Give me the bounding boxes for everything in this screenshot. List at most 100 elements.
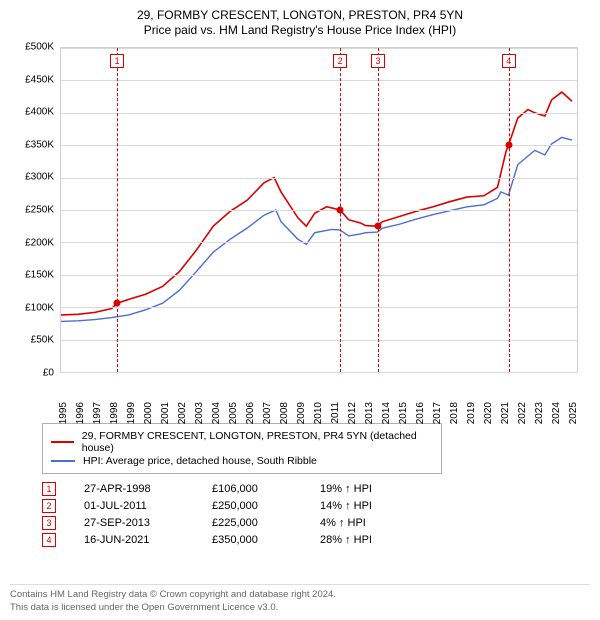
event-date: 27-SEP-2013 [84, 517, 184, 529]
footer-line1: Contains HM Land Registry data © Crown c… [10, 589, 590, 601]
gridline-h [61, 372, 577, 373]
event-vline [117, 48, 118, 372]
y-axis-label: £250K [10, 205, 54, 216]
y-axis-label: £200K [10, 237, 54, 248]
x-axis-label: 2009 [296, 402, 307, 424]
gridline-h [61, 307, 577, 308]
x-axis-label: 2015 [398, 402, 409, 424]
x-axis-label: 2018 [449, 402, 460, 424]
event-date: 27-APR-1998 [84, 483, 184, 495]
y-axis-label: £0 [10, 368, 54, 379]
y-axis-label: £150K [10, 270, 54, 281]
event-marker: 2 [333, 54, 347, 68]
x-axis-label: 2017 [432, 402, 443, 424]
x-axis-label: 2005 [228, 402, 239, 424]
event-dot [375, 223, 382, 230]
x-axis-label: 2008 [279, 402, 290, 424]
x-axis-label: 1999 [126, 402, 137, 424]
event-vline [378, 48, 379, 372]
x-axis-label: 2002 [177, 402, 188, 424]
gridline-h [61, 145, 577, 146]
event-date: 16-JUN-2021 [84, 534, 184, 546]
x-axis-label: 2013 [364, 402, 375, 424]
x-axis-label: 2003 [194, 402, 205, 424]
x-axis-label: 1995 [58, 402, 69, 424]
event-vline [509, 48, 510, 372]
legend-label: 29, FORMBY CRESCENT, LONGTON, PRESTON, P… [82, 430, 433, 454]
x-axis-label: 2011 [330, 402, 341, 424]
event-dot [337, 207, 344, 214]
x-axis-label: 2006 [245, 402, 256, 424]
gridline-h [61, 275, 577, 276]
event-num-box: 1 [42, 482, 56, 496]
plot-region: 1 2 3 4 [60, 47, 578, 373]
event-marker: 1 [110, 54, 124, 68]
event-table-row: 1 27-APR-1998 £106,000 19% ↑ HPI [42, 482, 590, 496]
event-table-row: 2 01-JUL-2011 £250,000 14% ↑ HPI [42, 499, 590, 513]
x-axis-label: 2020 [483, 402, 494, 424]
event-num-box: 4 [42, 533, 56, 547]
gridline-h [61, 48, 577, 49]
gridline-h [61, 113, 577, 114]
event-marker: 4 [502, 54, 516, 68]
chart-title-line2: Price paid vs. HM Land Registry's House … [10, 23, 590, 37]
x-axis-label: 2000 [143, 402, 154, 424]
event-marker: 3 [371, 54, 385, 68]
x-axis-label: 2001 [160, 402, 171, 424]
event-price: £106,000 [212, 483, 292, 495]
x-axis-label: 2025 [568, 402, 579, 424]
footer-line2: This data is licensed under the Open Gov… [10, 602, 590, 614]
legend-row: 29, FORMBY CRESCENT, LONGTON, PRESTON, P… [51, 430, 433, 454]
x-axis-label: 2012 [347, 402, 358, 424]
gridline-h [61, 80, 577, 81]
x-axis-label: 2014 [381, 402, 392, 424]
event-diff: 28% ↑ HPI [320, 534, 420, 546]
event-price: £350,000 [212, 534, 292, 546]
event-num-box: 2 [42, 499, 56, 513]
y-axis-label: £350K [10, 139, 54, 150]
x-axis-label: 1997 [92, 402, 103, 424]
gridline-h [61, 178, 577, 179]
series-line-hpi [61, 137, 572, 321]
event-table-row: 3 27-SEP-2013 £225,000 4% ↑ HPI [42, 516, 590, 530]
event-price: £225,000 [212, 517, 292, 529]
legend-box: 29, FORMBY CRESCENT, LONGTON, PRESTON, P… [42, 423, 442, 474]
x-axis-label: 2022 [517, 402, 528, 424]
x-axis-label: 2004 [211, 402, 222, 424]
legend-swatch [51, 460, 75, 462]
x-axis-label: 2010 [313, 402, 324, 424]
gridline-h [61, 340, 577, 341]
footer-attribution: Contains HM Land Registry data © Crown c… [10, 584, 590, 614]
x-axis-label: 2019 [466, 402, 477, 424]
legend-row: HPI: Average price, detached house, Sout… [51, 455, 433, 467]
chart-container: 29, FORMBY CRESCENT, LONGTON, PRESTON, P… [0, 0, 600, 620]
y-axis-label: £300K [10, 172, 54, 183]
event-diff: 14% ↑ HPI [320, 500, 420, 512]
y-axis-label: £100K [10, 302, 54, 313]
event-table-row: 4 16-JUN-2021 £350,000 28% ↑ HPI [42, 533, 590, 547]
event-num-box: 3 [42, 516, 56, 530]
legend-swatch [51, 441, 74, 443]
x-axis-label: 2016 [415, 402, 426, 424]
x-axis-label: 1996 [75, 402, 86, 424]
event-diff: 19% ↑ HPI [320, 483, 420, 495]
legend-label: HPI: Average price, detached house, Sout… [83, 455, 317, 467]
x-axis-label: 1998 [109, 402, 120, 424]
y-axis-label: £450K [10, 74, 54, 85]
x-axis-label: 2024 [551, 402, 562, 424]
event-dot [505, 142, 512, 149]
gridline-h [61, 242, 577, 243]
x-axis-label: 2021 [500, 402, 511, 424]
event-dot [114, 300, 121, 307]
event-price: £250,000 [212, 500, 292, 512]
x-axis-label: 2007 [262, 402, 273, 424]
x-axis-label: 2023 [534, 402, 545, 424]
y-axis-label: £500K [10, 42, 54, 53]
chart-plot-area: 1 2 3 4 £0 £50K £100K £150K £200K £250K £300K £350… [10, 43, 590, 413]
series-line-property [61, 92, 572, 315]
chart-title-line1: 29, FORMBY CRESCENT, LONGTON, PRESTON, P… [10, 8, 590, 22]
event-date: 01-JUL-2011 [84, 500, 184, 512]
y-axis-label: £50K [10, 335, 54, 346]
events-table: 1 27-APR-1998 £106,000 19% ↑ HPI 2 01-JUL-201… [42, 482, 590, 547]
event-diff: 4% ↑ HPI [320, 517, 420, 529]
